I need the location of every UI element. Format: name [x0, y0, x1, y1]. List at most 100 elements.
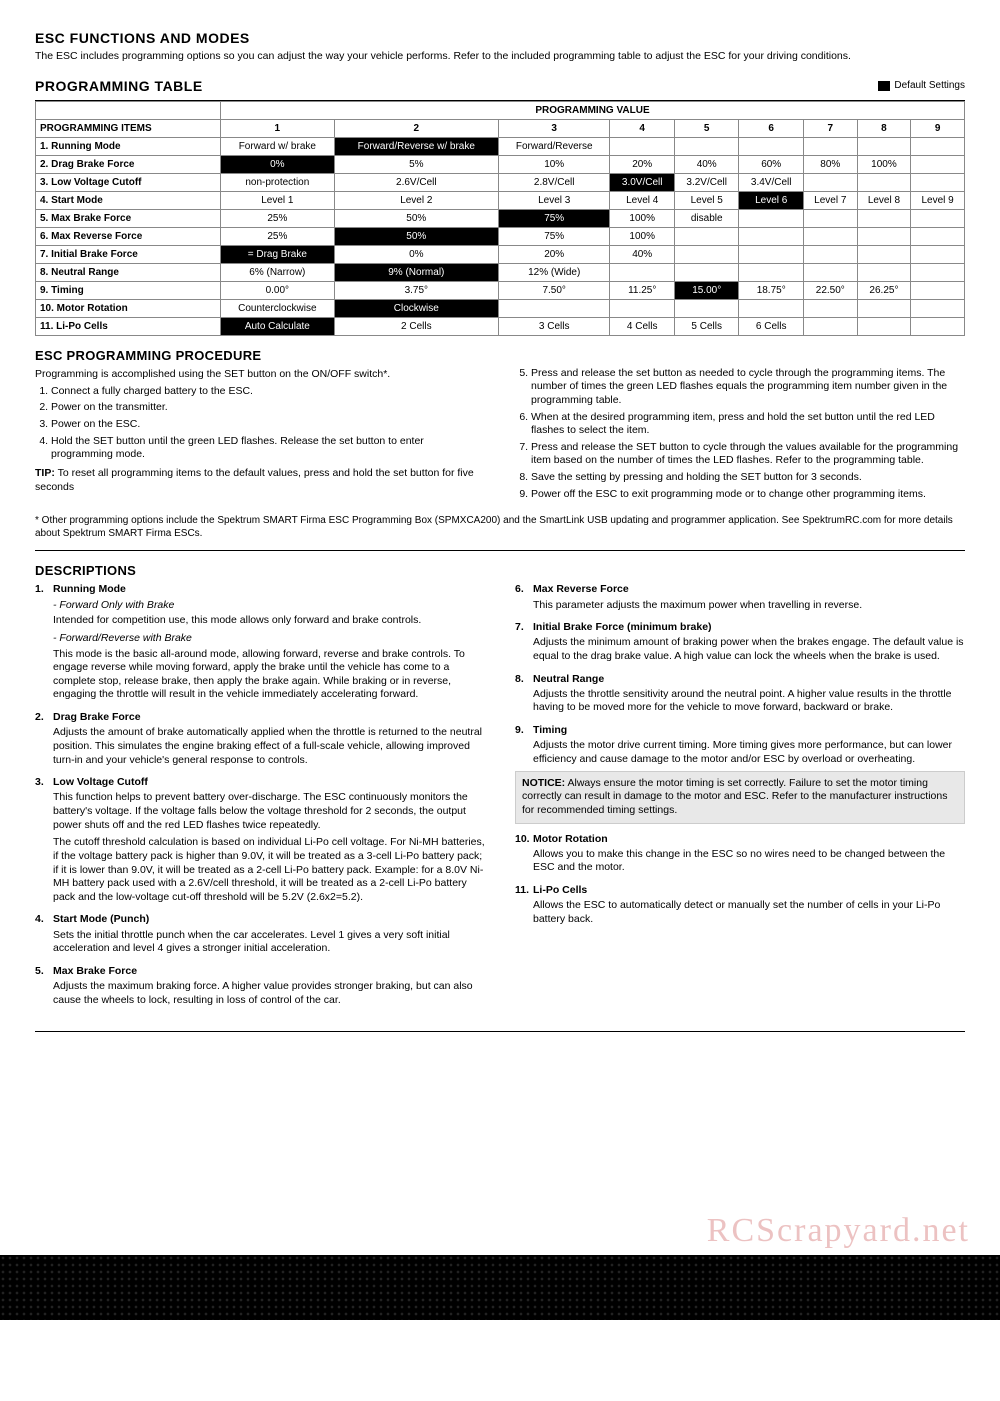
table-cell: 3 Cells [498, 317, 610, 335]
table-cell: Level 6 [739, 191, 804, 209]
table-cell [674, 299, 739, 317]
table-cell: 75% [498, 227, 610, 245]
legend-swatch [878, 81, 890, 91]
table-cell: 40% [610, 245, 675, 263]
table-row: 2. Drag Brake Force0%5%10%20%40%60%80%10… [36, 155, 965, 173]
desc-text: Adjusts the minimum amount of braking po… [533, 636, 965, 663]
desc-text: This mode is the basic all-around mode, … [53, 648, 485, 703]
description-item: 9.Timing Adjusts the motor drive current … [515, 723, 965, 823]
desc-number: 7. [515, 620, 533, 634]
heading-procedure: ESC PROGRAMMING PROCEDURE [35, 348, 965, 363]
table-cell [674, 137, 739, 155]
desc-title: Timing [533, 723, 567, 737]
table-cell: 9% (Normal) [334, 263, 498, 281]
desc-number: 11. [515, 883, 533, 897]
legend: Default Settings [878, 80, 965, 91]
desc-title: Neutral Range [533, 672, 604, 686]
desc-body: Allows the ESC to automatically detect o… [533, 899, 965, 926]
divider [35, 1031, 965, 1032]
table-cell: 100% [610, 227, 675, 245]
description-item: 5.Max Brake ForceAdjusts the maximum bra… [35, 964, 485, 1007]
description-item: 10.Motor RotationAllows you to make this… [515, 832, 965, 875]
desc-body: Adjusts the maximum braking force. A hig… [53, 980, 485, 1007]
row-label: 6. Max Reverse Force [36, 227, 221, 245]
description-item: 11.Li-Po CellsAllows the ESC to automati… [515, 883, 965, 926]
table-row: 4. Start ModeLevel 1Level 2Level 3Level … [36, 191, 965, 209]
table-cell [911, 173, 965, 191]
table-cell: non-protection [221, 173, 335, 191]
table-cell [498, 299, 610, 317]
desc-text: Adjusts the motor drive current timing. … [533, 739, 965, 766]
table-cell [803, 263, 857, 281]
desc-body: Adjusts the motor drive current timing. … [533, 739, 965, 766]
table-cell [803, 137, 857, 155]
description-item: 1.Running Mode- Forward Only with BrakeI… [35, 582, 485, 702]
table-cell: Level 5 [674, 191, 739, 209]
table-row: 6. Max Reverse Force25%50%75%100% [36, 227, 965, 245]
row-label: 7. Initial Brake Force [36, 245, 221, 263]
table-row: 7. Initial Brake Force= Drag Brake0%20%4… [36, 245, 965, 263]
desc-number: 3. [35, 775, 53, 789]
desc-number: 8. [515, 672, 533, 686]
desc-title: Low Voltage Cutoff [53, 775, 148, 789]
desc-text: Intended for competition use, this mode … [53, 614, 485, 628]
table-cell: Forward/Reverse w/ brake [334, 137, 498, 155]
table-cell [857, 227, 911, 245]
table-cell [911, 155, 965, 173]
desc-subtitle: - Forward/Reverse with Brake [53, 632, 485, 646]
table-cell [911, 137, 965, 155]
table-corner [36, 101, 221, 119]
row-label: 3. Low Voltage Cutoff [36, 173, 221, 191]
desc-text: Allows you to make this change in the ES… [533, 848, 965, 875]
table-cell: Level 2 [334, 191, 498, 209]
procedure-list-right: Press and release the set button as need… [515, 367, 965, 502]
description-item: 2.Drag Brake ForceAdjusts the amount of … [35, 710, 485, 767]
table-cell: 20% [498, 245, 610, 263]
legend-label: Default Settings [894, 80, 965, 91]
table-cell: Level 4 [610, 191, 675, 209]
procedure-step: Power on the ESC. [51, 418, 485, 432]
descriptions-left: 1.Running Mode- Forward Only with BrakeI… [35, 582, 485, 1015]
desc-number: 10. [515, 832, 533, 846]
col-header: 7 [803, 119, 857, 137]
watermark: RCScrapyard.net [0, 1212, 1000, 1250]
table-cell [739, 263, 804, 281]
row-label: 10. Motor Rotation [36, 299, 221, 317]
table-cell: 12% (Wide) [498, 263, 610, 281]
table-cell [739, 137, 804, 155]
row-label: 9. Timing [36, 281, 221, 299]
desc-text: This function helps to prevent battery o… [53, 791, 485, 832]
table-cell: Level 1 [221, 191, 335, 209]
table-cell: 0.00° [221, 281, 335, 299]
table-cell [803, 227, 857, 245]
desc-body: This parameter adjusts the maximum power… [533, 599, 965, 613]
desc-title: Start Mode (Punch) [53, 912, 149, 926]
table-cell: 6% (Narrow) [221, 263, 335, 281]
intro-text: The ESC includes programming options so … [35, 50, 965, 64]
table-cell [674, 227, 739, 245]
table-cell [911, 245, 965, 263]
table-cell: Auto Calculate [221, 317, 335, 335]
procedure-step: Press and release the set button as need… [531, 367, 965, 408]
table-row: 8. Neutral Range6% (Narrow)9% (Normal)12… [36, 263, 965, 281]
row-label: 1. Running Mode [36, 137, 221, 155]
table-cell [803, 245, 857, 263]
table-cell: 60% [739, 155, 804, 173]
table-cell: Level 8 [857, 191, 911, 209]
desc-text: Adjusts the throttle sensitivity around … [533, 688, 965, 715]
col-header: 2 [334, 119, 498, 137]
table-cell [857, 263, 911, 281]
table-cell [911, 281, 965, 299]
table-cell [739, 299, 804, 317]
col-header: 4 [610, 119, 675, 137]
table-cell: 22.50° [803, 281, 857, 299]
procedure-step: Press and release the SET button to cycl… [531, 441, 965, 468]
table-cell: Forward/Reverse [498, 137, 610, 155]
table-cell: 100% [857, 155, 911, 173]
procedure-intro: Programming is accomplished using the SE… [35, 367, 485, 381]
table-cell: 5% [334, 155, 498, 173]
col-header: 8 [857, 119, 911, 137]
procedure-step: Save the setting by pressing and holding… [531, 471, 965, 485]
desc-number: 9. [515, 723, 533, 737]
table-cell: 50% [334, 227, 498, 245]
